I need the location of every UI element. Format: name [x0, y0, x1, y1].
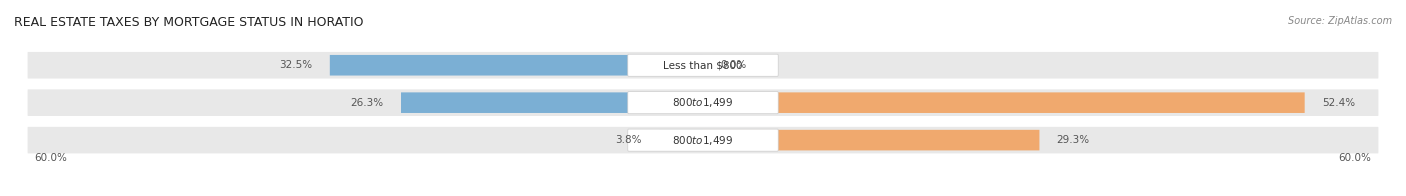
Text: Source: ZipAtlas.com: Source: ZipAtlas.com — [1288, 16, 1392, 26]
FancyBboxPatch shape — [628, 54, 778, 76]
FancyBboxPatch shape — [628, 92, 778, 114]
FancyBboxPatch shape — [659, 130, 703, 150]
Text: $800 to $1,499: $800 to $1,499 — [672, 134, 734, 147]
Text: 32.5%: 32.5% — [280, 60, 312, 70]
Text: REAL ESTATE TAXES BY MORTGAGE STATUS IN HORATIO: REAL ESTATE TAXES BY MORTGAGE STATUS IN … — [14, 16, 364, 29]
FancyBboxPatch shape — [628, 129, 778, 151]
Text: 52.4%: 52.4% — [1322, 98, 1355, 108]
Text: 3.8%: 3.8% — [616, 135, 643, 145]
FancyBboxPatch shape — [28, 127, 1378, 153]
FancyBboxPatch shape — [28, 89, 1378, 116]
FancyBboxPatch shape — [28, 52, 1378, 79]
FancyBboxPatch shape — [703, 130, 1039, 150]
Text: 0.0%: 0.0% — [720, 60, 747, 70]
Text: 60.0%: 60.0% — [1339, 153, 1371, 163]
Text: Less than $800: Less than $800 — [664, 60, 742, 70]
FancyBboxPatch shape — [330, 55, 703, 75]
Text: 26.3%: 26.3% — [350, 98, 384, 108]
FancyBboxPatch shape — [401, 92, 703, 113]
Text: $800 to $1,499: $800 to $1,499 — [672, 96, 734, 109]
FancyBboxPatch shape — [703, 92, 1305, 113]
Text: 60.0%: 60.0% — [35, 153, 67, 163]
Text: 29.3%: 29.3% — [1057, 135, 1090, 145]
